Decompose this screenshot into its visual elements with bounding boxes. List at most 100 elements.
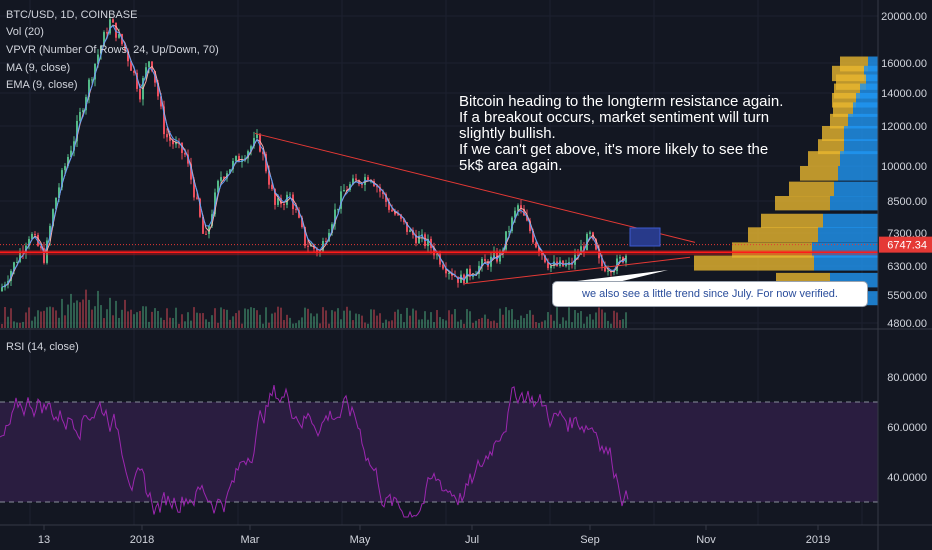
volume-bar	[427, 319, 429, 328]
candle-body	[418, 235, 420, 244]
volume-bar	[604, 312, 606, 328]
volume-bars	[1, 289, 627, 328]
legend-ema[interactable]: EMA (9, close)	[6, 79, 78, 91]
candle-body	[268, 171, 270, 185]
volume-bar	[550, 314, 552, 328]
candle-body	[205, 233, 207, 235]
legend-ma[interactable]: MA (9, close)	[6, 62, 71, 74]
candle-body	[337, 208, 339, 210]
volume-bar	[274, 312, 276, 328]
candle-body	[343, 189, 345, 192]
volume-bar	[511, 309, 513, 328]
candle-body	[598, 249, 600, 259]
annotation-text[interactable]: Bitcoin heading to the longterm resistan…	[459, 94, 859, 174]
candle-body	[499, 251, 501, 262]
candle-body	[442, 264, 444, 269]
vpvr-down-bar	[853, 102, 878, 117]
volume-bar	[403, 322, 405, 328]
volume-bar	[175, 307, 177, 328]
vpvr-down-bar	[814, 255, 878, 271]
volume-bar	[289, 317, 291, 328]
volume-bar	[331, 310, 333, 328]
candle-body	[82, 110, 84, 112]
candle-body	[199, 198, 201, 217]
volume-bar	[112, 315, 114, 328]
vpvr-up-bar	[830, 113, 848, 129]
volume-bar	[367, 323, 369, 328]
candle-body	[391, 209, 393, 212]
candle-body	[349, 184, 351, 191]
volume-bar	[271, 313, 273, 328]
volume-bar	[454, 309, 456, 328]
volume-bar	[187, 312, 189, 328]
volume-bar	[100, 305, 102, 328]
volume-bar	[373, 309, 375, 328]
candle-body	[169, 137, 171, 141]
volume-bar	[94, 306, 96, 328]
vpvr-down-bar	[830, 195, 878, 211]
ema-line	[1, 24, 627, 288]
volume-bar	[115, 300, 117, 328]
volume-bar	[130, 309, 132, 328]
rsi-tick-label: 40.0000	[887, 472, 927, 484]
volume-bar	[145, 306, 147, 328]
candle-body	[379, 187, 381, 192]
vpvr-up-bar	[818, 139, 844, 155]
candle-body	[367, 177, 369, 182]
volume-bar	[199, 313, 201, 328]
candle-body	[76, 120, 78, 142]
candle-body	[271, 184, 273, 190]
candle-body	[196, 197, 198, 199]
legend-vpvr[interactable]: VPVR (Number Of Rows, 24, Up/Down, 70)	[6, 44, 219, 56]
volume-bar	[160, 317, 162, 328]
time-tick-label: Mar	[241, 534, 260, 546]
candle-body	[97, 54, 99, 64]
candle-body	[175, 142, 177, 145]
annotation-line: slightly bullish.	[459, 125, 556, 142]
candle-body	[277, 198, 279, 205]
volume-bar	[619, 320, 621, 328]
volume-bar	[73, 302, 75, 328]
callout-note[interactable]: we also see a little trend since July. F…	[552, 281, 868, 307]
volume-bar	[193, 307, 195, 328]
candle-body	[106, 32, 108, 34]
candle-body	[553, 261, 555, 266]
candle-body	[454, 275, 456, 277]
volume-bar	[16, 322, 18, 328]
volume-bar	[238, 310, 240, 328]
volume-bar	[118, 317, 120, 328]
volume-bar	[133, 314, 135, 328]
price-tick-label: 16000.00	[881, 58, 927, 70]
volume-bar	[520, 315, 522, 328]
volume-bar	[523, 318, 525, 328]
resistance-trendline	[254, 132, 696, 243]
volume-bar	[625, 312, 627, 328]
candle-body	[262, 151, 264, 155]
candle-body	[517, 205, 519, 211]
candle-body	[100, 45, 102, 55]
volume-bar	[226, 309, 228, 328]
candle-body	[172, 140, 174, 145]
volume-bar	[433, 322, 435, 328]
candle-body	[508, 231, 510, 233]
legend-rsi[interactable]: RSI (14, close)	[6, 341, 79, 353]
volume-bar	[601, 309, 603, 328]
candle-body	[460, 274, 462, 283]
target-box	[629, 227, 661, 247]
volume-bar	[622, 319, 624, 328]
legend-vol[interactable]: Vol (20)	[6, 26, 44, 38]
candle-body	[583, 246, 585, 251]
volume-bar	[109, 297, 111, 328]
volume-bar	[244, 308, 246, 328]
volume-bar	[31, 320, 33, 328]
legend-symbol[interactable]: BTC/USD, 1D, COINBASE	[6, 9, 138, 21]
volume-bar	[430, 312, 432, 328]
candle-body	[520, 205, 522, 209]
volume-bar	[127, 311, 129, 328]
candle-body	[523, 208, 525, 216]
candle-body	[217, 180, 219, 193]
vpvr-down-bar	[840, 151, 878, 167]
volume-bar	[322, 307, 324, 328]
volume-bar	[592, 319, 594, 328]
